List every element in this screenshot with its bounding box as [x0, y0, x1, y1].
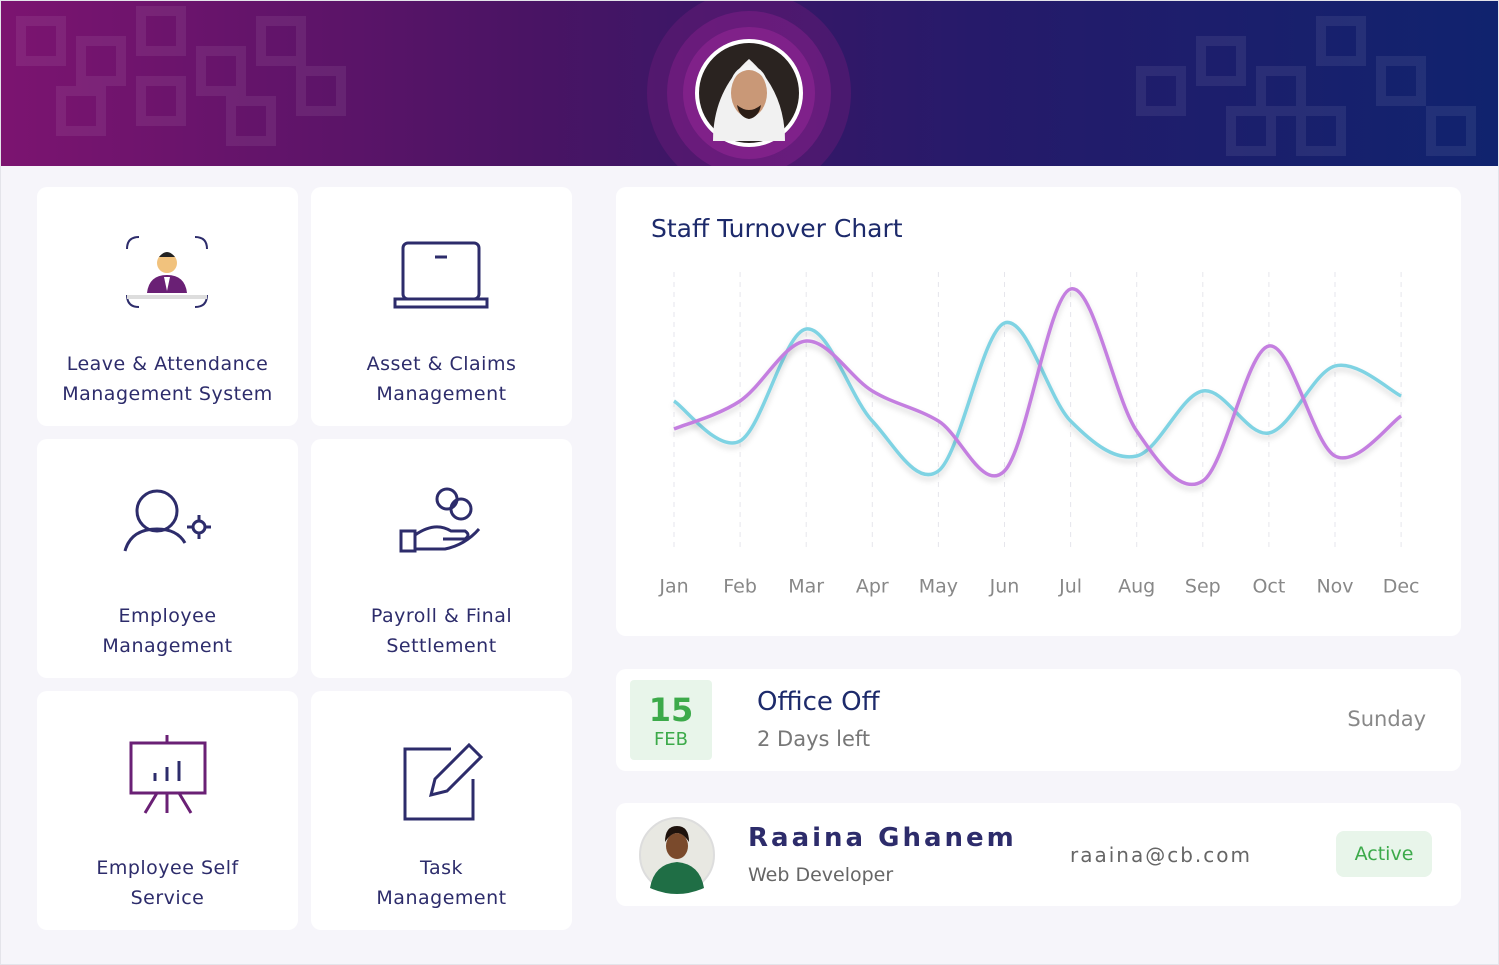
module-card[interactable]: Employee Self Service [37, 691, 298, 930]
employee-card: Raaina Ghanem Web Developer raaina@cb.co… [616, 803, 1461, 906]
module-card[interactable]: Leave & Attendance Management System [37, 187, 298, 426]
x-tick-label: Apr [856, 576, 889, 598]
x-tick-label: Mar [788, 576, 824, 598]
event-day: 15 [648, 691, 694, 729]
module-label: Employee Self Service [96, 857, 239, 909]
x-tick-label: Jan [658, 576, 688, 598]
module-card[interactable]: Asset & Claims Management [311, 187, 572, 426]
chart-card: Staff Turnover Chart Jan Feb Mar Apr May Jun J… [616, 187, 1461, 636]
status-badge[interactable]: Active [1336, 831, 1432, 877]
employee-email: raaina@cb.com [1070, 843, 1252, 867]
module-label: Asset & Claims Management [366, 353, 517, 405]
x-tick-label: May [919, 576, 958, 598]
event-subtitle: 2 Days left [757, 727, 871, 751]
x-tick-label: Oct [1252, 576, 1285, 598]
module-card[interactable]: Employee Management [37, 439, 298, 678]
module-label: Leave & Attendance Management System [62, 353, 273, 405]
icon [403, 742, 484, 821]
module-label: Task Management [376, 857, 507, 909]
x-tick-label: Feb [723, 576, 757, 598]
module-card[interactable]: Task Management [311, 691, 572, 930]
icon [126, 236, 208, 308]
x-tick-label: Dec [1383, 576, 1420, 598]
icon [123, 489, 211, 552]
employee-avatar [639, 817, 715, 894]
header [1, 1, 1498, 166]
x-tick-label: Nov [1316, 576, 1353, 598]
chart-title: Staff Turnover Chart [651, 214, 903, 243]
event-card: 15 FEB Office Off 2 Days left Sunday [616, 669, 1461, 771]
x-tick-label: Aug [1118, 576, 1155, 598]
employee-name: Raaina Ghanem [748, 823, 1017, 853]
x-tick-label: Jul [1058, 576, 1082, 598]
icon [399, 487, 481, 553]
date-badge [630, 680, 712, 760]
line-series [672, 321, 1402, 477]
employee-role: Web Developer [748, 864, 894, 886]
header-art [16, 1, 1476, 166]
line-series [673, 287, 1403, 487]
event-title: Office Off [757, 687, 880, 717]
event-weekday: Sunday [1347, 707, 1426, 731]
module-label: Employee Management [102, 605, 233, 657]
x-tick-label: Jun [989, 576, 1020, 598]
module-card[interactable]: Payroll & Final Settlement [311, 439, 572, 678]
icon [393, 241, 489, 309]
icon [129, 735, 207, 814]
x-tick-label: Sep [1185, 576, 1221, 598]
chart: Staff Turnover Chart Jan Feb Mar Apr May Jun J… [651, 214, 1420, 598]
module-label: Payroll & Final Settlement [370, 605, 513, 657]
event-month: FEB [653, 729, 689, 750]
